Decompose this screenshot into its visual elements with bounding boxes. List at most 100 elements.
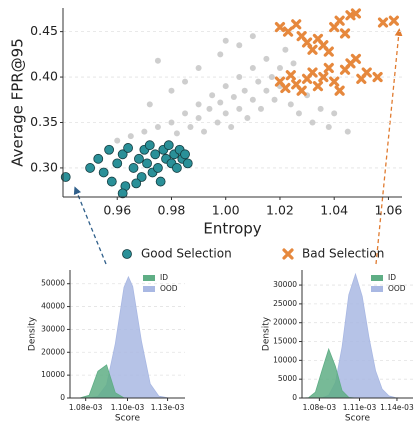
point	[209, 92, 216, 99]
x-marker	[307, 44, 318, 55]
x-marker	[318, 71, 329, 83]
point	[295, 110, 302, 117]
legend-label: ID	[160, 273, 168, 282]
point	[172, 163, 182, 173]
point	[230, 94, 237, 101]
point	[127, 133, 134, 140]
point	[287, 101, 294, 108]
y-tick-label: 0.35	[30, 114, 58, 129]
point	[344, 128, 351, 135]
legend-patch	[143, 275, 155, 281]
point	[163, 140, 174, 151]
point	[217, 51, 224, 58]
point	[134, 153, 144, 164]
point	[236, 74, 243, 81]
legend-label: OOD	[388, 284, 406, 293]
point	[141, 128, 148, 135]
point	[168, 119, 175, 126]
x-marker	[334, 15, 345, 26]
point	[128, 163, 139, 173]
point	[180, 149, 190, 160]
point	[271, 96, 278, 103]
point	[154, 124, 161, 131]
point	[325, 124, 332, 131]
point	[117, 188, 128, 199]
arrow-bad	[375, 28, 403, 265]
x-tick-label: 1.08e-03	[303, 403, 337, 412]
point	[195, 101, 202, 108]
x-axis-label: Entropy	[203, 220, 261, 238]
point	[150, 149, 161, 160]
point	[142, 158, 152, 169]
point	[93, 153, 104, 164]
point	[85, 163, 96, 173]
point	[222, 37, 229, 44]
point	[154, 57, 161, 64]
x-tick-label: 1.11e-03	[343, 403, 377, 412]
x-marker	[329, 76, 340, 87]
x-marker	[323, 46, 334, 57]
x-marker	[339, 28, 351, 39]
point	[331, 110, 338, 117]
x-axis-label: Score	[345, 414, 371, 422]
x-marker	[323, 62, 334, 74]
x-axis-label: Score	[115, 414, 141, 422]
y-tick-label: 25000	[273, 299, 297, 308]
point	[146, 101, 153, 108]
point	[155, 176, 166, 187]
x-marker	[280, 82, 291, 94]
y-tick-label: 50000	[41, 279, 65, 288]
y-tick-label: 10000	[41, 370, 65, 379]
point	[187, 124, 194, 131]
y-tick-label: 20000	[273, 318, 297, 327]
y-tick-label: 20000	[41, 347, 65, 356]
point	[263, 87, 270, 94]
point	[144, 140, 155, 151]
point	[106, 176, 117, 187]
point	[257, 105, 264, 112]
x-marker	[372, 71, 383, 83]
density-area	[301, 347, 356, 399]
x-tick-label: 1.13e-03	[151, 403, 185, 412]
point	[263, 55, 270, 62]
x-marker	[350, 8, 361, 19]
density-area	[71, 364, 133, 399]
point	[228, 124, 235, 131]
point	[244, 114, 251, 121]
y-tick-label: 0	[60, 393, 65, 402]
point	[114, 137, 121, 144]
y-axis-label: Density	[28, 316, 38, 351]
point	[222, 110, 229, 117]
point	[241, 87, 248, 94]
y-tick-label: 0.30	[30, 159, 58, 174]
x-tick-label: 1.06	[375, 203, 403, 218]
legend-patch	[371, 286, 383, 292]
point	[136, 172, 147, 182]
point	[214, 119, 221, 126]
y-tick-label: 0.40	[30, 69, 58, 84]
legend-marker	[122, 249, 132, 259]
legend-label: OOD	[160, 284, 178, 293]
point	[195, 114, 202, 121]
x-marker	[282, 26, 294, 37]
point	[173, 130, 180, 137]
point	[268, 74, 275, 81]
legend-patch	[143, 286, 155, 292]
x-tick-label: 1.04	[320, 203, 348, 218]
point	[317, 105, 324, 112]
x-tick-label: 1.14e-03	[380, 403, 414, 412]
point	[131, 178, 142, 189]
point	[112, 158, 123, 169]
point	[249, 33, 256, 40]
point	[217, 99, 224, 106]
y-axis-label: Density	[262, 316, 272, 351]
point	[195, 64, 202, 71]
x-tick-label: 1.10e-03	[111, 403, 145, 412]
point	[276, 64, 283, 71]
x-marker	[312, 81, 324, 92]
y-tick-label: 10000	[273, 355, 297, 364]
point	[236, 105, 243, 112]
x-marker	[361, 67, 372, 78]
point	[236, 42, 243, 49]
point	[282, 46, 289, 53]
